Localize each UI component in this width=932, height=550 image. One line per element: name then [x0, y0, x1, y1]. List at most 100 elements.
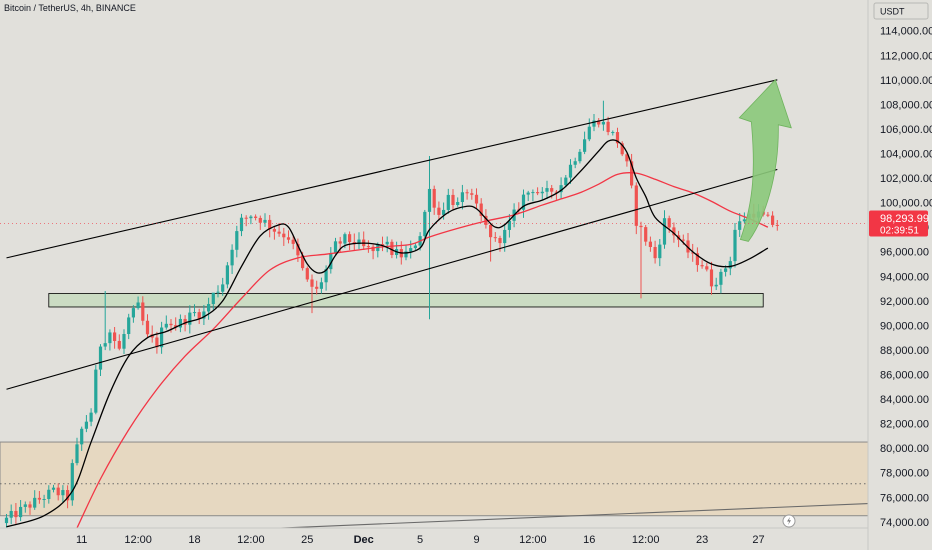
candle-body: [658, 244, 662, 259]
candle-body: [178, 318, 182, 328]
x-tick-label: 16: [583, 534, 595, 546]
candle-body: [9, 510, 13, 518]
x-tick-label: 12:00: [237, 534, 265, 546]
candle-body: [545, 188, 549, 192]
y-tick-label: 92,000.00: [880, 296, 929, 308]
candle-body: [456, 202, 460, 205]
y-tick-label: 114,000.00: [880, 26, 932, 38]
forecast-arrow: [738, 79, 792, 242]
candle-body: [14, 510, 18, 518]
candle-body: [738, 221, 742, 230]
candle-body: [503, 229, 507, 244]
currency-button-label[interactable]: USDT: [880, 7, 905, 17]
candle-body: [66, 490, 70, 501]
candle-body: [695, 253, 699, 266]
candle-body: [442, 209, 446, 215]
candle-body: [207, 304, 211, 312]
candle-body: [164, 323, 168, 328]
candle-body: [470, 193, 474, 195]
candle-body: [583, 139, 587, 152]
candle-body: [268, 219, 272, 230]
candle-body: [235, 231, 239, 250]
candle-body: [282, 233, 286, 238]
y-tick-label: 76,000.00: [880, 492, 929, 504]
candle-body: [775, 224, 779, 226]
time-axis[interactable]: [0, 528, 868, 550]
candle-body: [98, 346, 103, 370]
candle-body: [188, 312, 192, 325]
lightning-icon-bolt[interactable]: [787, 517, 791, 525]
candle-body: [451, 194, 455, 205]
candle-body: [366, 246, 370, 248]
plot-background[interactable]: [0, 0, 868, 528]
candle-body: [84, 421, 88, 429]
lightning-icon[interactable]: [782, 514, 796, 528]
candle-body: [230, 249, 234, 266]
candle-body: [592, 120, 596, 127]
candle-body: [709, 269, 714, 287]
currency-button[interactable]: [873, 2, 929, 20]
price-tag: 98,293.99 02:39:51: [869, 210, 929, 237]
candle-body: [296, 243, 300, 256]
candle-body: [771, 215, 775, 225]
candle-body: [343, 234, 347, 244]
candle-body: [4, 517, 9, 524]
candle-body: [653, 247, 657, 259]
candle-body: [644, 227, 648, 242]
y-tick-label: 82,000.00: [880, 419, 929, 431]
candle-body: [122, 334, 126, 349]
candle-body: [286, 237, 291, 240]
y-tick-label: 74,000.00: [880, 517, 929, 529]
y-tick-label: 94,000.00: [880, 271, 929, 283]
candle-body: [89, 412, 93, 422]
candle-body: [216, 291, 220, 293]
candle-body: [667, 218, 671, 228]
candle-body: [705, 266, 709, 270]
x-tick-label: 9: [473, 534, 479, 546]
candle-body: [258, 217, 262, 223]
candle-body: [526, 192, 530, 195]
candle-body: [742, 219, 746, 222]
y-tick-label: 108,000.00: [880, 99, 932, 111]
y-tick-label: 110,000.00: [880, 75, 932, 87]
candle-body: [724, 268, 728, 272]
candle-body: [211, 292, 215, 305]
candle-body: [404, 251, 408, 258]
candle-body: [141, 302, 145, 321]
candle-body: [620, 143, 624, 155]
candle-body: [489, 224, 493, 238]
candle-body: [554, 191, 558, 193]
candle-body: [263, 219, 267, 223]
candle-body: [221, 284, 225, 292]
candle-body: [493, 237, 497, 239]
support-zone: [48, 293, 764, 308]
candle-body: [70, 463, 74, 501]
candle-body: [380, 244, 385, 246]
candle-body: [498, 237, 502, 244]
candle-body: [531, 192, 535, 194]
candle-body: [47, 489, 51, 500]
candle-body: [329, 253, 333, 270]
candle-body: [113, 332, 117, 341]
candle-body: [521, 194, 526, 210]
x-tick-label: 12:00: [519, 534, 547, 546]
candle-body: [578, 151, 582, 162]
candle-body: [714, 284, 718, 287]
time-axis-ticks: 11 12:00 18 12:00 25 Dec 5 9 12:00 16 12:00 23 27: [76, 534, 765, 546]
candle-body: [239, 217, 244, 232]
y-tick-label: 106,000.00: [880, 124, 932, 136]
candle-body: [169, 323, 173, 326]
candle-body: [192, 312, 197, 314]
candle-body: [427, 188, 432, 212]
candle-body: [681, 239, 685, 241]
candle-body: [536, 192, 540, 194]
candle-body: [540, 191, 544, 194]
candle-body: [479, 203, 483, 216]
price-tag-price: 98,293.99: [880, 213, 929, 225]
x-tick-label: 12:00: [632, 534, 660, 546]
y-tick-label: 84,000.00: [880, 394, 929, 406]
price-axis[interactable]: [868, 0, 932, 550]
candle-body: [75, 444, 79, 464]
candle-body: [573, 161, 577, 165]
